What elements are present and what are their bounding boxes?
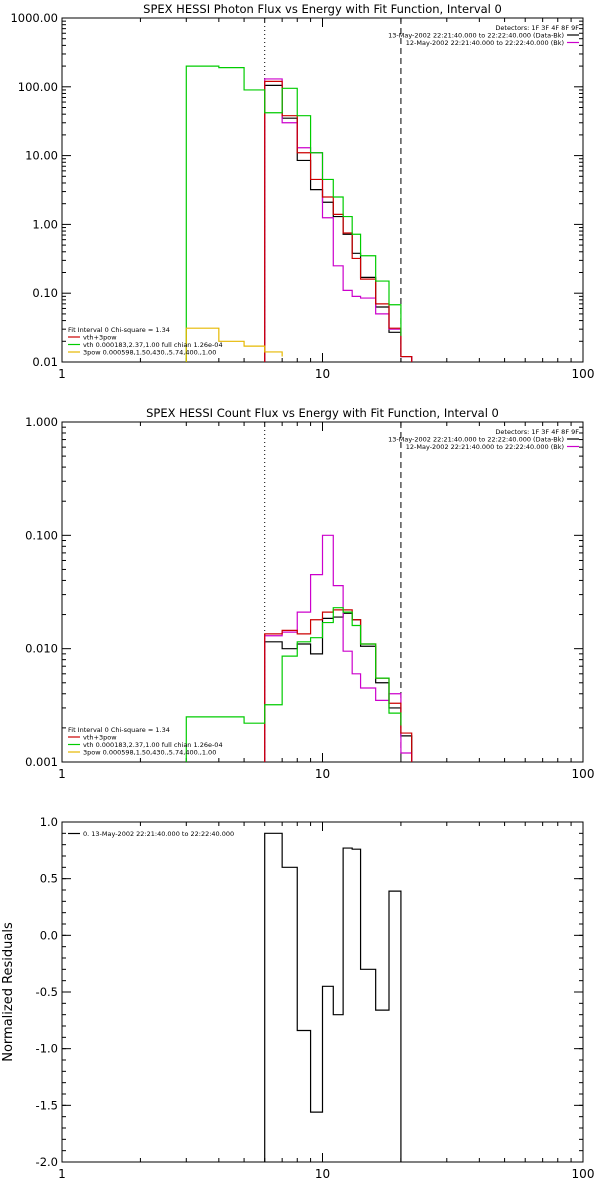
chart-0-ytick-label: 10.00 [25, 149, 58, 163]
chart-1-series-2-step [264, 609, 413, 762]
chart-0-ytick-label: 0.01 [32, 355, 58, 369]
chart-2-ylabel: Normalized Residuals [1, 922, 16, 1062]
chart-2-series-group [264, 832, 402, 1162]
chart-2-series-0-step [264, 832, 402, 1162]
chart-2-xtick-label: 1 [58, 1167, 66, 1181]
chart-0-series-0-step [264, 84, 413, 362]
chart-1-ytick-label: 1.000 [25, 415, 58, 429]
chart-2-xtick-label: 100 [572, 1167, 595, 1181]
chart-0-ytick-label: 1000.00 [10, 11, 58, 25]
chart-1-frame [61, 421, 584, 763]
chart-2-ytick-label: 1.0 [40, 815, 58, 829]
chart-0-legend-right-header: Detectors: 1F 3F 4F 8F 9F [495, 24, 579, 32]
chart-0-legend-right-entry: 13-May-2002 22:21:40.000 to 22:22:40.000… [388, 32, 564, 40]
chart-1-title: SPEX HESSI Count Flux vs Energy with Fit… [146, 406, 499, 420]
chart-0-legend-left-entry: vth 0.000183,2.37,1.00 full chian 1.26e-… [83, 341, 223, 349]
chart-1-ytick-label: 0.100 [25, 528, 58, 542]
chart-0-legend-left-entry: 3pow 0.000598,1.50,430.,5.74,400.,1.00 [83, 349, 216, 357]
chart-0-legend-right-entry: 12-May-2002 22:21:40.000 to 22:22:40.000… [406, 39, 564, 47]
chart-1-legend-right-header: Detectors: 1F 3F 4F 8F 9F [495, 428, 579, 436]
chart-0-title: SPEX HESSI Photon Flux vs Energy with Fi… [143, 2, 502, 16]
chart-1-ytick-label: 0.010 [25, 642, 58, 656]
chart-0-series-group [185, 65, 413, 362]
chart-0-xtick-label: 1 [58, 367, 66, 381]
chart-1-series-1-step [264, 534, 413, 762]
chart-2-ytick-label: 0.5 [40, 872, 58, 886]
chart-2-ytick-label: -0.5 [36, 985, 58, 999]
chart-1-series-group [185, 534, 413, 762]
chart-1-legend-right-entry: 13-May-2002 22:21:40.000 to 22:22:40.000… [388, 436, 564, 444]
chart-0-legend-left-entry: vth+3pow [83, 334, 117, 342]
chart-1-xtick-label: 1 [58, 767, 66, 781]
chart-1-series-3-step [185, 607, 402, 762]
chart-2-ytick-label: -2.0 [36, 1155, 58, 1169]
chart-0-series-4-step [185, 327, 283, 362]
chart-0-xtick-label: 10 [315, 367, 330, 381]
chart-1-legend-left-entry: vth+3pow [83, 734, 117, 742]
chart-1-xtick-label: 100 [572, 767, 595, 781]
chart-0-series-1-step [264, 78, 413, 362]
chart-2-legend-left-entry: 0. 13-May-2002 22:21:40.000 to 22:22:40.… [83, 830, 234, 838]
chart-0-legend-left-header: Fit Interval 0 Chi-square = 1.34 [68, 326, 170, 334]
chart-1-xtick-label: 10 [315, 767, 330, 781]
chart-0-series-3-step [185, 65, 402, 362]
chart-1-series-0-step [264, 612, 413, 762]
chart-2-ytick-label: 0.0 [40, 928, 58, 942]
chart-0-ytick-label: 100.00 [18, 80, 58, 94]
chart-0-xtick-label: 100 [572, 367, 595, 381]
chart-1-legend-left-entry: vth 0.000183,2.37,1.00 full chian 1.26e-… [83, 741, 223, 749]
chart-1-ytick-label: 0.001 [25, 755, 58, 769]
chart-2-ytick-label: -1.0 [36, 1042, 58, 1056]
chart-2-ytick-label: -1.5 [36, 1098, 58, 1112]
chart-1-legend-right-entry: 12-May-2002 22:21:40.000 to 22:22:40.000… [406, 443, 564, 451]
chart-0-ytick-label: 1.00 [32, 217, 58, 231]
chart-1-legend-left-header: Fit Interval 0 Chi-square = 1.34 [68, 726, 170, 734]
chart-0-ytick-label: 0.10 [32, 286, 58, 300]
chart-2-xtick-label: 10 [315, 1167, 330, 1181]
chart-0-series-2-step [264, 80, 413, 362]
chart-1-legend-left-entry: 3pow 0.000598,1.50,430.,5.74,400.,1.00 [83, 749, 216, 757]
